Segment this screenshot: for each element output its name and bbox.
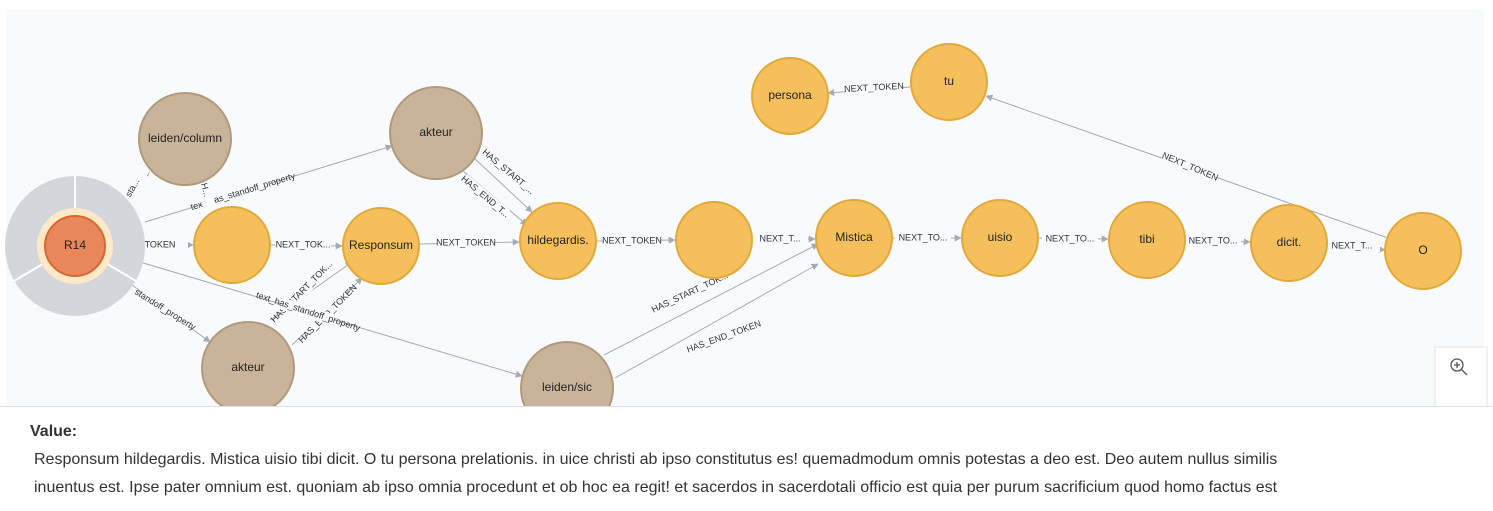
node-label: O	[1418, 243, 1427, 257]
menu-divider	[103, 261, 137, 282]
node[interactable]	[1384, 212, 1462, 290]
edge-label-bg	[1324, 240, 1380, 252]
zoom-controls	[1434, 346, 1488, 410]
menu-divider	[13, 261, 47, 282]
edge	[614, 263, 819, 379]
edge-label: NEXT_T...	[1331, 240, 1372, 250]
node[interactable]	[961, 199, 1039, 277]
node[interactable]	[910, 43, 988, 121]
edge-label-bg	[132, 239, 188, 251]
edge-label-bg	[1185, 235, 1241, 247]
node-label: R14	[64, 238, 86, 252]
node-label: tu	[944, 74, 954, 88]
edge-label: NEXT_TOK...	[276, 239, 331, 249]
edge-label: NEXT_TOKEN	[844, 81, 904, 94]
edge-label-bg	[752, 233, 808, 245]
node-label: dicit.	[1277, 235, 1302, 249]
edge	[603, 243, 819, 356]
edge-label: TOKEN	[145, 239, 176, 249]
node[interactable]	[44, 215, 106, 277]
edge-label-bg	[138, 290, 192, 330]
node[interactable]	[193, 206, 271, 284]
value-panel: Value: Responsum hildegardis. Mistica ui…	[0, 406, 1493, 511]
graph-canvas: NEXT_TOKENNEXT_TOKENtext_has_standoff_pr…	[5, 43, 1488, 435]
edge-label-bg	[275, 239, 331, 251]
edge-label: NEXT_TO...	[1046, 233, 1095, 243]
edge-label-bg	[845, 80, 903, 96]
node[interactable]	[1108, 201, 1186, 279]
edge-label-bg	[895, 232, 951, 244]
node-label: leiden/column	[148, 131, 222, 145]
value-heading: Value:	[30, 423, 78, 440]
node-label: akteur	[231, 360, 264, 374]
edge-label-bg	[1042, 233, 1098, 245]
edge-label-bg	[279, 297, 337, 327]
node[interactable]	[751, 57, 829, 135]
edge-label-bg	[459, 174, 511, 220]
value-text: Responsum hildegardis. Mistica uisio tib…	[34, 451, 1278, 468]
edge-label-bg	[695, 321, 753, 353]
edge-label: NEXT_TO...	[1189, 235, 1238, 245]
node-label: leiden/sic	[542, 380, 592, 394]
edge-label: H...	[199, 182, 212, 198]
node[interactable]	[815, 199, 893, 277]
edge	[473, 157, 533, 213]
node-label: persona	[768, 88, 812, 102]
node-label: akteur	[419, 125, 452, 139]
node[interactable]	[138, 92, 232, 186]
edge-label-bg	[438, 237, 494, 249]
value-text: inuentus est. Ipse pater omnium est. quo…	[34, 479, 1278, 496]
edge-label-bg	[214, 178, 272, 206]
edge-label: NEXT_TOKEN	[436, 237, 496, 247]
edge-label: NEXT_TO...	[899, 232, 948, 242]
edge-label-bg	[482, 149, 534, 195]
node-label: hildegardis.	[527, 233, 588, 247]
node-label: Responsum	[349, 238, 413, 252]
node[interactable]	[519, 202, 597, 280]
edge-label: NEXT_TOKEN	[602, 235, 662, 245]
edge-label-bg	[604, 235, 660, 247]
node[interactable]	[675, 201, 753, 279]
node-label: uisio	[988, 230, 1013, 244]
node[interactable]	[342, 207, 420, 285]
node[interactable]	[1250, 204, 1328, 282]
edge-label-bg	[662, 275, 718, 311]
edge-label: NEXT_T...	[759, 233, 800, 243]
node-label: tibi	[1139, 232, 1154, 246]
node[interactable]	[389, 86, 483, 180]
zoom-in[interactable]	[1450, 358, 1468, 376]
node-label: Mistica	[835, 230, 873, 244]
edge-label-bg	[1161, 150, 1219, 184]
